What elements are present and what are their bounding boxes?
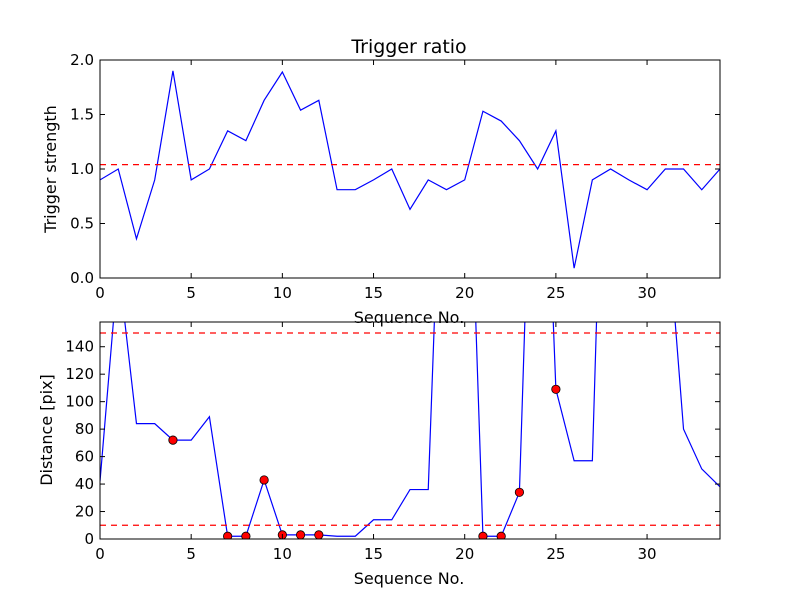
bottom-y-tick-label: 120 — [65, 365, 94, 383]
bottom-marker-point — [259, 475, 269, 485]
bottom-chart-xlabel: Sequence No. — [354, 569, 465, 588]
top-chart-xlabel: Sequence No. — [354, 308, 465, 327]
bottom-chart-marks: 0 5 10 15 20 25 30 0 20 40 60 80 100 120 140 — [65, 321, 721, 563]
bottom-marker-point — [478, 531, 488, 539]
bottom-marker-point — [314, 530, 324, 539]
top-x-tick-label: 15 — [364, 284, 383, 302]
bottom-y-tick-label: 100 — [65, 393, 94, 411]
bottom-x-tick-label: 5 — [186, 545, 196, 563]
top-chart-ylabel: Trigger strength — [41, 105, 60, 234]
top-y-tick-label: 0.0 — [70, 269, 94, 287]
bottom-x-tick-label: 20 — [455, 545, 474, 563]
top-y-tick-label: 0.5 — [70, 215, 94, 233]
top-chart-marks: 0 5 10 15 20 25 30 0.0 0.5 1.0 1.5 2.0 — [70, 51, 721, 302]
bottom-y-tick-label: 0 — [84, 530, 94, 548]
top-chart-title: Trigger ratio — [350, 36, 466, 58]
top-y-tick-label: 2.0 — [70, 51, 94, 69]
bottom-x-tick-label: 30 — [638, 545, 657, 563]
bottom-x-tick-label: 15 — [364, 545, 383, 563]
bottom-marker-point — [223, 531, 233, 539]
bottom-chart-ylabel: Distance [pix] — [37, 374, 56, 486]
top-x-tick-label: 0 — [95, 284, 105, 302]
bottom-y-tick-label: 140 — [65, 338, 94, 356]
bottom-marker-point — [496, 531, 506, 539]
bottom-marker-point — [295, 530, 306, 539]
top-x-tick-label: 30 — [638, 284, 657, 302]
top-x-tick-label: 25 — [546, 284, 565, 302]
top-chart: Trigger ratio Sequence No. Trigger stren… — [41, 36, 721, 327]
bottom-x-tick-label: 25 — [546, 545, 565, 563]
bottom-marker-point — [168, 435, 178, 445]
bottom-marker-point — [241, 531, 251, 539]
bottom-marker-point — [514, 487, 525, 497]
bottom-x-tick-label: 10 — [273, 545, 292, 563]
bottom-y-tick-label: 20 — [75, 503, 94, 521]
bottom-y-tick-label: 80 — [75, 420, 94, 438]
bottom-y-tick-label: 60 — [75, 448, 94, 466]
bottom-chart: Sequence No. Distance [pix] 0 5 10 15 20 25 30… — [37, 321, 721, 588]
bottom-x-tick-label: 0 — [95, 545, 105, 563]
top-x-tick-label: 5 — [186, 284, 196, 302]
top-x-tick-label: 20 — [455, 284, 474, 302]
bottom-marker-point — [551, 384, 561, 394]
top-x-tick-label: 10 — [273, 284, 292, 302]
bottom-y-tick-label: 40 — [75, 475, 94, 493]
top-y-tick-label: 1.5 — [70, 106, 94, 124]
bottom-axes-frame — [99, 321, 721, 540]
top-series-line — [100, 70, 720, 269]
top-y-tick-label: 1.0 — [70, 160, 94, 178]
bottom-series-line — [100, 322, 720, 537]
